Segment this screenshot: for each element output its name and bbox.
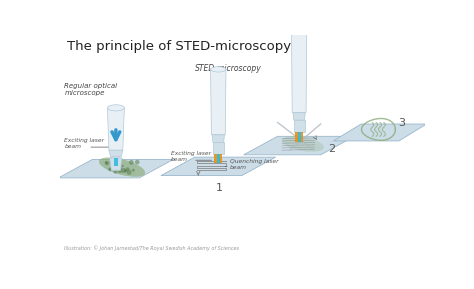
- Circle shape: [122, 165, 123, 167]
- Polygon shape: [108, 108, 124, 150]
- Polygon shape: [111, 156, 120, 170]
- Text: Quenching laser
beam: Quenching laser beam: [230, 160, 278, 170]
- Circle shape: [105, 162, 107, 164]
- Polygon shape: [293, 112, 305, 120]
- Polygon shape: [292, 21, 307, 112]
- Circle shape: [125, 170, 126, 172]
- Circle shape: [136, 160, 139, 164]
- Ellipse shape: [282, 136, 324, 152]
- Bar: [217, 154, 220, 162]
- Bar: [298, 132, 301, 142]
- Ellipse shape: [99, 158, 145, 177]
- Text: Exciting laser
beam: Exciting laser beam: [171, 151, 210, 162]
- Circle shape: [106, 162, 109, 164]
- Polygon shape: [213, 142, 224, 154]
- Text: 2: 2: [328, 144, 335, 154]
- Circle shape: [109, 168, 111, 171]
- Polygon shape: [212, 135, 225, 142]
- Circle shape: [129, 161, 133, 164]
- Circle shape: [116, 161, 119, 164]
- Polygon shape: [244, 136, 355, 155]
- Polygon shape: [109, 150, 123, 156]
- Circle shape: [127, 171, 131, 174]
- Circle shape: [119, 170, 121, 173]
- Polygon shape: [109, 158, 122, 170]
- Polygon shape: [58, 160, 173, 178]
- Circle shape: [118, 168, 121, 171]
- Ellipse shape: [210, 67, 226, 72]
- Circle shape: [125, 170, 127, 171]
- Text: Regular optical
microscope: Regular optical microscope: [64, 82, 118, 96]
- Text: The principle of STED-microscopy: The principle of STED-microscopy: [66, 40, 291, 53]
- Polygon shape: [210, 69, 226, 135]
- Bar: [295, 132, 303, 142]
- Text: STED-microscopy: STED-microscopy: [195, 64, 262, 73]
- Ellipse shape: [108, 105, 124, 111]
- Circle shape: [132, 169, 134, 171]
- Text: 1: 1: [216, 183, 223, 193]
- Ellipse shape: [292, 18, 307, 23]
- Text: 3: 3: [398, 118, 405, 128]
- Bar: [214, 154, 222, 162]
- Circle shape: [126, 168, 129, 171]
- Circle shape: [114, 170, 117, 173]
- Polygon shape: [333, 124, 427, 141]
- Circle shape: [110, 168, 113, 171]
- Circle shape: [122, 169, 126, 173]
- Polygon shape: [161, 157, 276, 176]
- Text: Exciting laser
beam: Exciting laser beam: [64, 138, 104, 149]
- Text: Illustration: © Johan Jarnestad/The Royal Swedish Academy of Sciences: Illustration: © Johan Jarnestad/The Roya…: [64, 245, 239, 251]
- Polygon shape: [294, 120, 304, 132]
- Circle shape: [119, 163, 121, 165]
- Bar: [114, 158, 118, 166]
